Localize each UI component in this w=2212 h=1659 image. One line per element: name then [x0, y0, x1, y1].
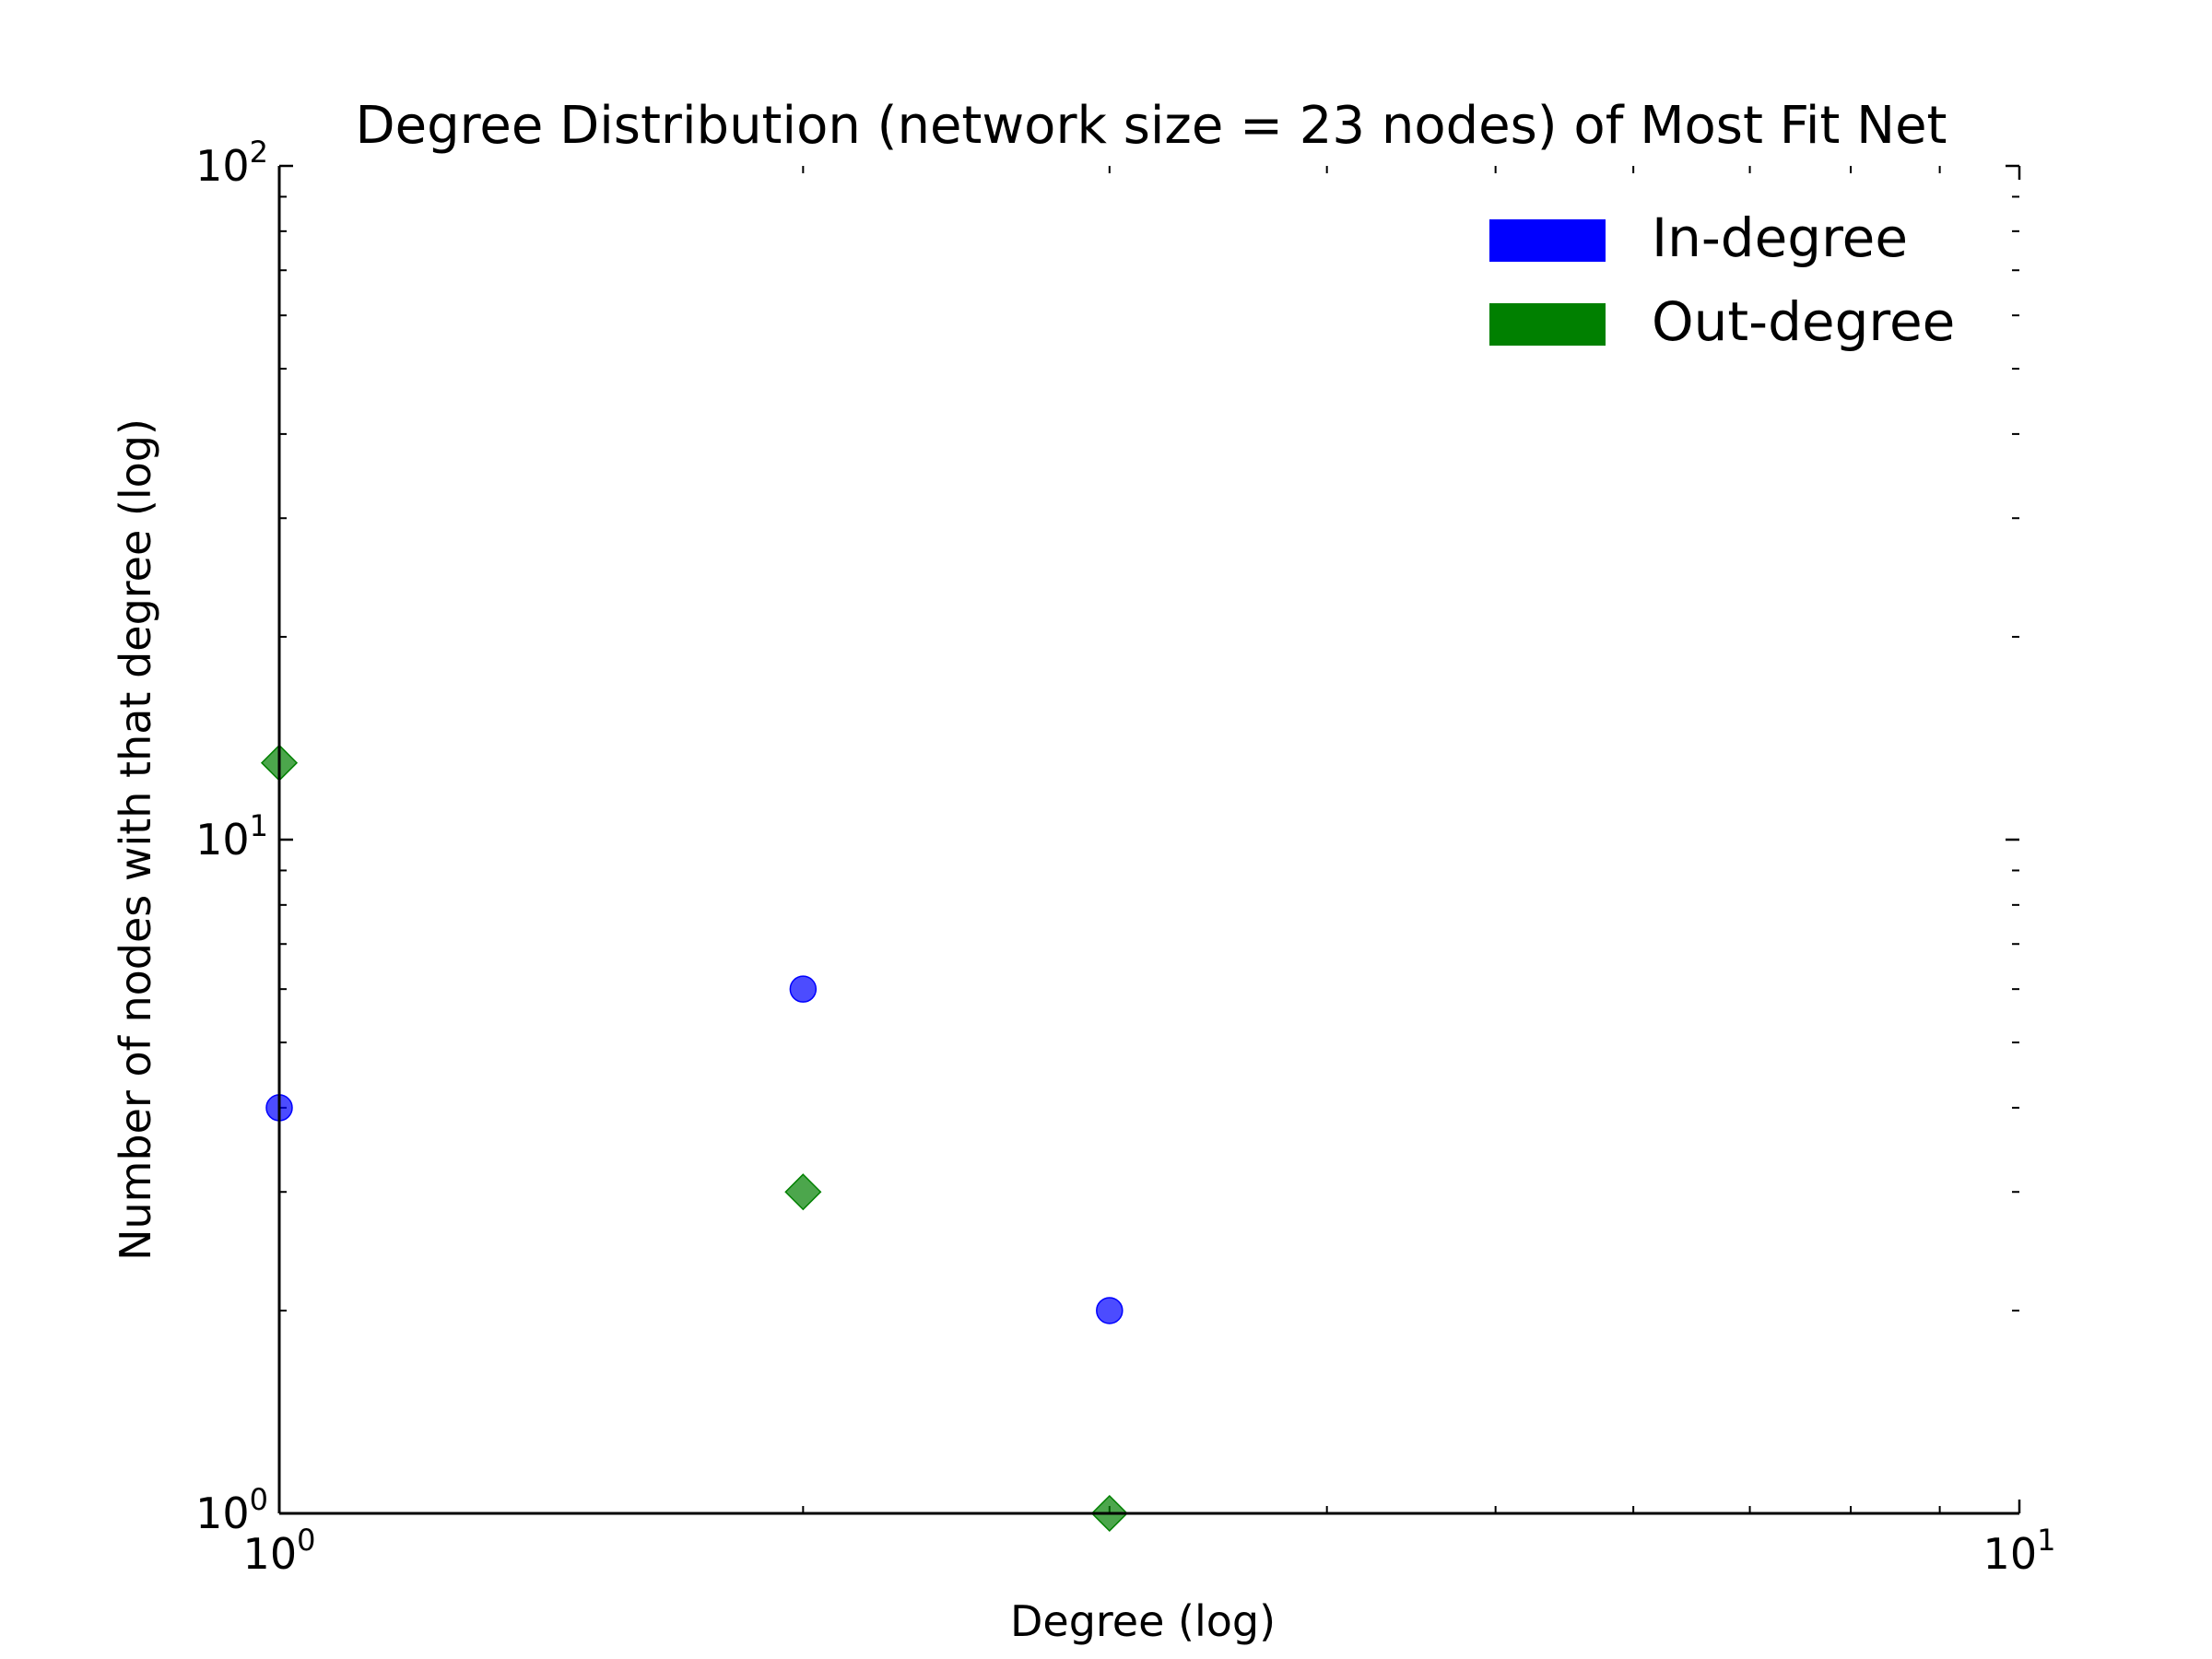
y-tick-label: 101 [195, 808, 268, 865]
x-tick-label: 100 [243, 1523, 316, 1579]
out-degree-point [784, 1173, 822, 1211]
chart-title: Degree Distribution (network size = 23 n… [356, 96, 1947, 156]
legend-label-out-degree: Out-degree [1652, 290, 1955, 353]
y-axis-label: Number of nodes with that degree (log) [111, 418, 160, 1261]
legend-label-in-degree: In-degree [1652, 206, 1908, 269]
legend: In-degree Out-degree [1489, 206, 1955, 353]
tick-labels: 100 101 100 101 102 [195, 135, 2055, 1579]
in-degree-point [1096, 1297, 1124, 1324]
x-tick-label: 101 [1983, 1523, 2056, 1579]
legend-swatch-out-degree [1489, 303, 1606, 346]
legend-swatch-in-degree [1489, 219, 1606, 262]
plot-area [260, 164, 2021, 1533]
x-axis-label: Degree (log) [1010, 1596, 1276, 1646]
y-tick-label: 102 [195, 135, 268, 191]
y-tick-label: 100 [195, 1482, 268, 1538]
plot-background [279, 166, 2019, 1513]
in-degree-point [789, 975, 818, 1003]
